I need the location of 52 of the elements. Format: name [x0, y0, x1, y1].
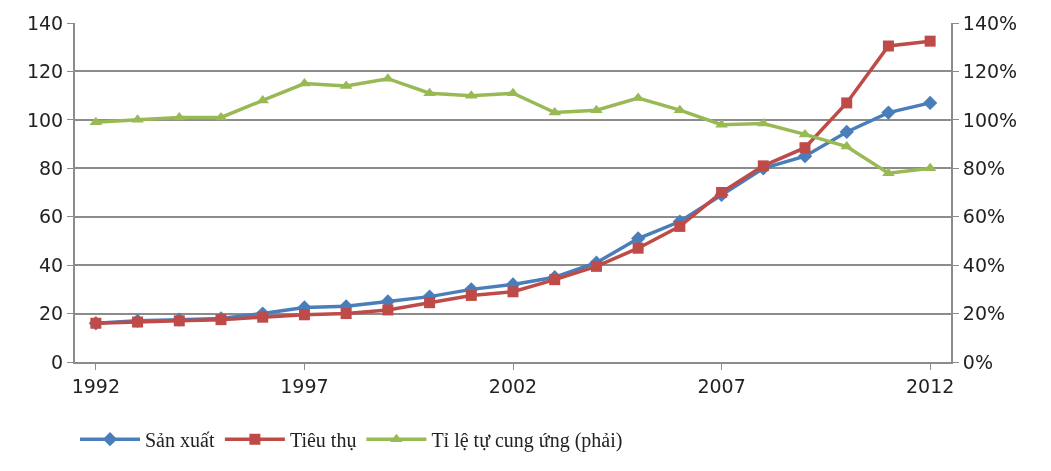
point	[881, 105, 896, 120]
y2-tick-label: 120%	[962, 60, 1018, 83]
point	[799, 142, 811, 154]
point	[756, 117, 770, 127]
point	[839, 124, 854, 140]
point	[257, 311, 269, 323]
point	[465, 289, 477, 301]
point	[549, 274, 561, 286]
y2-tick-label: 80%	[962, 156, 1006, 179]
x-tick-label: 2007	[697, 374, 746, 397]
point	[716, 187, 728, 198]
y-tick-label: 60	[39, 205, 64, 228]
y-tick-label: 100	[26, 108, 64, 131]
point	[382, 304, 394, 316]
point	[924, 35, 936, 47]
point	[172, 111, 186, 121]
point	[923, 162, 937, 172]
point	[590, 260, 602, 272]
point	[840, 140, 854, 150]
legend-label: Tỉ lệ tự cung ứng (phải)	[431, 428, 623, 452]
point	[507, 286, 519, 298]
x-tick-label: 2012	[905, 374, 955, 397]
y-tick-label: 20	[39, 302, 64, 325]
point	[424, 297, 436, 309]
y-tick-label: 80	[39, 156, 64, 179]
legend-label: Tiêu thụ	[289, 428, 357, 451]
legend-label: Sản xuất	[145, 428, 215, 451]
y-tick-label: 120	[26, 60, 64, 83]
point	[298, 309, 310, 321]
y2-tick-label: 60%	[962, 205, 1006, 228]
x-tick-label: 1992	[71, 374, 121, 397]
y-tick-label: 140	[26, 11, 64, 34]
point	[757, 160, 769, 172]
y2-tick-label: 140%	[962, 11, 1018, 34]
y2-tick-label: 0%	[962, 350, 993, 373]
y2-tick-label: 20%	[962, 302, 1006, 325]
point	[632, 242, 644, 254]
x-tick-label: 2002	[488, 374, 538, 397]
point	[841, 97, 853, 109]
point	[922, 95, 938, 111]
point	[256, 94, 270, 104]
point	[89, 116, 103, 126]
point	[214, 111, 228, 121]
point	[798, 128, 812, 138]
point	[882, 40, 894, 52]
y2-tick-label: 100%	[962, 108, 1018, 131]
x-tick-label: 1997	[280, 374, 329, 397]
y-tick-label: 0	[51, 350, 64, 373]
y2-tick-label: 40%	[962, 253, 1006, 276]
point	[340, 308, 352, 320]
point	[674, 220, 686, 232]
y-tick-label: 40	[39, 253, 64, 276]
